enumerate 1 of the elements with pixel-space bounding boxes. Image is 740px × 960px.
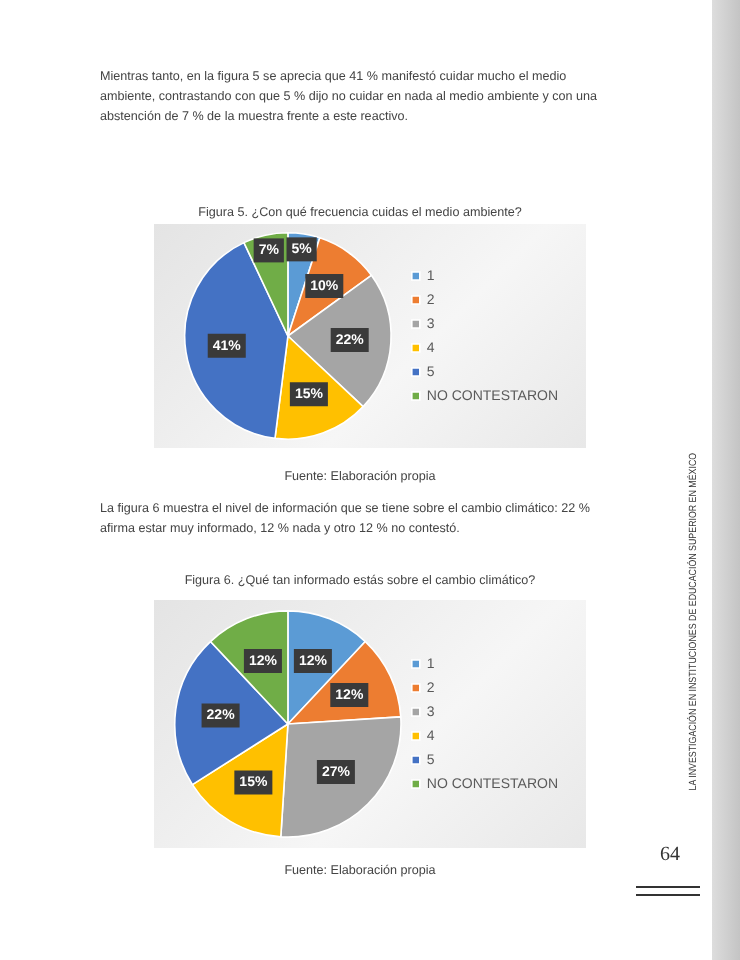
text: 64 — [660, 844, 680, 866]
